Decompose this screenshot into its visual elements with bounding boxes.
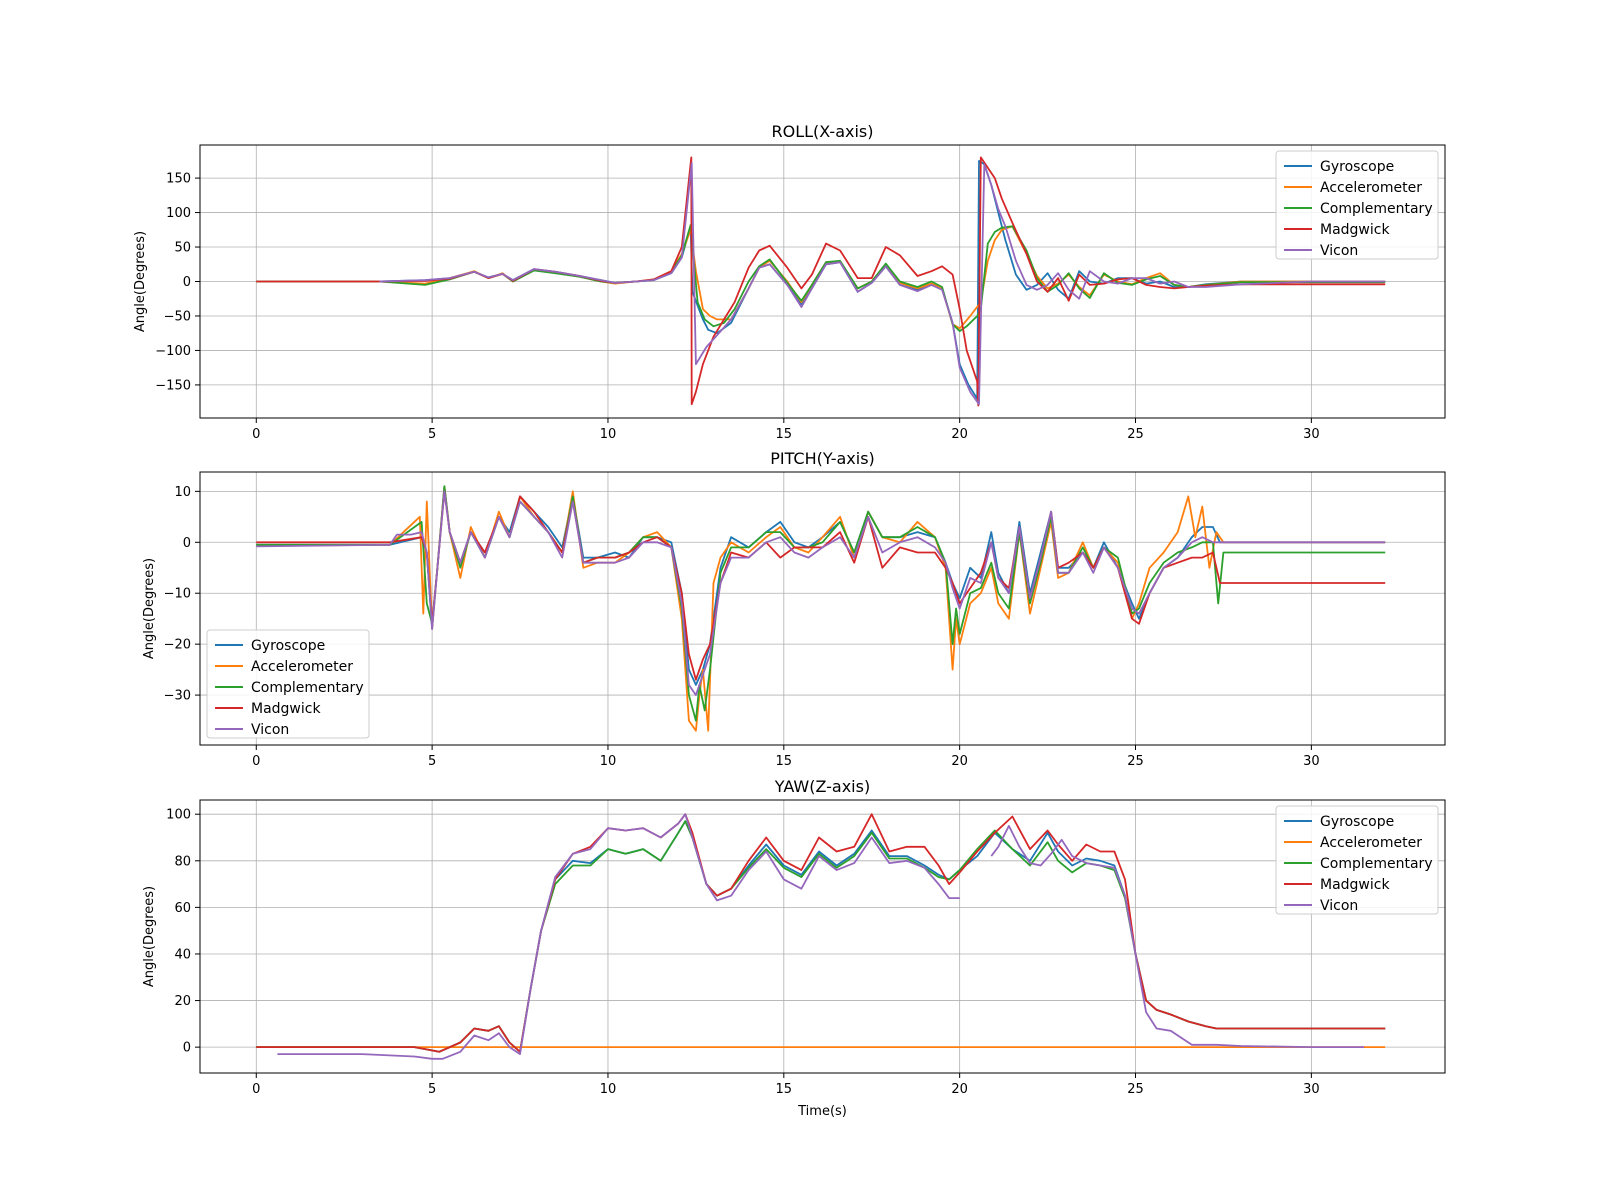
yaw-series-complementary-line-2 [256,820,1386,1053]
pitch-xtick-label-6: 30 [1303,754,1320,769]
pitch-legend-label-gyroscope: Gyroscope [251,638,325,654]
yaw-ytick-label-0: 0 [183,1041,191,1056]
yaw-xtick-label-0: 0 [252,1082,260,1097]
pitch-legend-box [206,629,370,739]
yaw-xtick-label-5: 25 [1127,1082,1144,1097]
yaw-legend-label-vicon: Vicon [1320,898,1358,914]
yaw-legend-label-madgwick: Madgwick [1320,877,1390,893]
yaw-ytick-label-5: 100 [166,808,191,823]
roll-ytick-label-4: 50 [174,241,191,256]
roll-ytick-label-2: −50 [164,309,191,324]
roll-series-vicon-line-4 [379,162,1386,406]
roll-xtick-label-2: 10 [600,427,617,442]
roll-ytick-label-1: −100 [155,344,191,359]
pitch-legend-label-madgwick: Madgwick [251,701,321,717]
yaw-legend: Gyroscope Accelerometer Complementary Madgw… [1275,805,1439,915]
yaw-xtick-label-2: 10 [600,1082,617,1097]
pitch-ytick-label-2: −10 [164,587,191,602]
yaw-xlabel: Time(s) [797,1104,847,1119]
roll-series-accelerometer-line-1 [256,225,1386,330]
yaw-legend-box [1275,805,1439,915]
pitch-series-accelerometer-line-1 [256,485,1386,732]
roll-series-complementary-line-2 [256,224,1386,332]
yaw-ytick-label-1: 20 [174,994,191,1009]
pitch-ytick-label-3: 0 [183,536,191,551]
yaw-series-vicon-line-5 [990,825,1365,1048]
yaw-xtick-label-4: 20 [951,1082,968,1097]
pitch-axes-frame [199,471,1446,746]
yaw-legend-label-gyroscope: Gyroscope [1320,814,1394,830]
roll-legend: Gyroscope Accelerometer Complementary Madgw… [1275,150,1439,260]
yaw-legend-label-accelerometer: Accelerometer [1320,835,1422,851]
yaw-xtick-label-3: 15 [776,1082,793,1097]
pitch-title: PITCH(Y-axis) [770,449,875,468]
yaw-ytick-label-3: 60 [174,901,191,916]
pitch-legend-label-complementary: Complementary [251,680,364,696]
yaw-series-group [256,813,1386,1060]
pitch-xtick-label-5: 25 [1127,754,1144,769]
pitch-legend: Gyroscope Accelerometer Complementary Madgw… [206,629,370,739]
roll-ytick-label-0: −150 [155,378,191,393]
roll-panel: 0 5 10 15 20 25 30 −150 −100 −50 0 50 100 150 ROLL(X-a… [133,122,1446,442]
pitch-xtick-label-3: 15 [776,754,793,769]
pitch-series-vicon-line-4 [256,490,1386,696]
pitch-legend-label-accelerometer: Accelerometer [251,659,353,675]
roll-xtick-label-4: 20 [951,427,968,442]
roll-xtick-label-3: 15 [776,427,793,442]
pitch-xtick-label-4: 20 [951,754,968,769]
roll-ytick-label-6: 150 [166,172,191,187]
roll-ytick-label-5: 100 [166,206,191,221]
pitch-xtick-label-0: 0 [252,754,260,769]
roll-series-group [256,156,1386,407]
pitch-xtick-label-2: 10 [600,754,617,769]
yaw-series-madgwick-line-3 [256,813,1386,1053]
roll-legend-label-gyroscope: Gyroscope [1320,159,1394,175]
roll-legend-box [1275,150,1439,260]
yaw-xtick-label-1: 5 [428,1082,436,1097]
roll-legend-label-madgwick: Madgwick [1320,222,1390,238]
pitch-ytick-label-1: −20 [164,638,191,653]
roll-xtick-label-6: 30 [1303,427,1320,442]
yaw-title: YAW(Z-axis) [774,777,870,796]
yaw-ytick-label-2: 40 [174,947,191,962]
yaw-xtick-label-6: 30 [1303,1082,1320,1097]
roll-legend-label-accelerometer: Accelerometer [1320,180,1422,196]
pitch-panel: 0 5 10 15 20 25 30 −30 −20 −10 0 10 PITCH(Y-axis) Ang… [142,449,1446,769]
pitch-ytick-label-4: 10 [174,485,191,500]
pitch-ytick-label-0: −30 [164,689,191,704]
pitch-legend-label-vicon: Vicon [251,722,289,738]
roll-xtick-label-5: 25 [1127,427,1144,442]
pitch-xtick-label-1: 5 [428,754,436,769]
roll-xtick-label-1: 5 [428,427,436,442]
roll-title: ROLL(X-axis) [771,122,873,141]
roll-ylabel: Angle(Degrees) [133,231,148,332]
yaw-ytick-label-4: 80 [174,854,191,869]
yaw-axes-frame [199,799,1446,1074]
roll-xtick-label-0: 0 [252,427,260,442]
pitch-ylabel: Angle(Degrees) [142,558,157,659]
roll-legend-label-vicon: Vicon [1320,243,1358,259]
roll-legend-label-complementary: Complementary [1320,201,1433,217]
yaw-series-vicon-line-4 [277,813,960,1060]
roll-ytick-label-3: 0 [183,275,191,290]
yaw-panel: 0 5 10 15 20 25 30 0 20 40 60 80 100 YAW(Z-axis) Angle… [142,777,1446,1119]
yaw-ylabel: Angle(Degrees) [142,886,157,987]
pitch-series-group [256,485,1386,732]
yaw-legend-label-complementary: Complementary [1320,856,1433,872]
